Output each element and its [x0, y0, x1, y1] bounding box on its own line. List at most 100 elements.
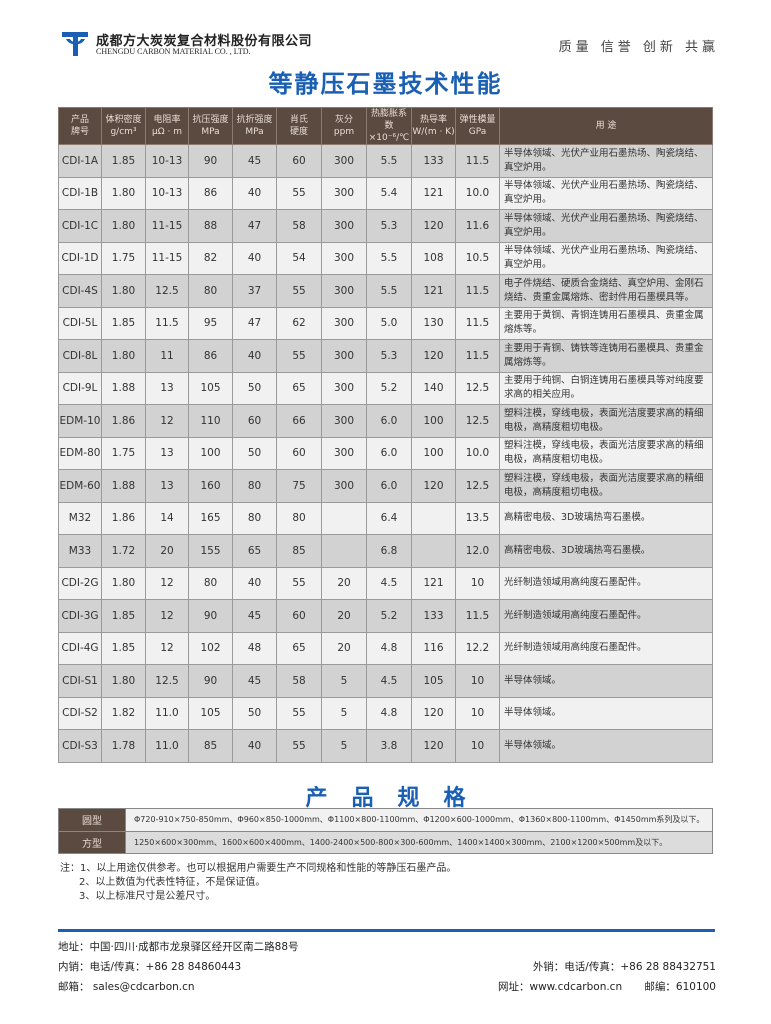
table-row: EDM-10 1.86 12 110 60 66 300 6.0 100 12.5 塑料注模，穿线电…: [58, 404, 713, 438]
value-cell: [321, 534, 367, 568]
spec-value: Φ720-910×750-850mm、Φ960×850-1000mm、Φ1100…: [125, 808, 713, 832]
usage-cell: 光纤制造领域用高纯度石墨配件。: [499, 566, 713, 600]
column-header-line: g/cm³: [110, 127, 137, 137]
column-header-line: 弹性模量: [459, 115, 496, 125]
column-header-line: MPa: [245, 127, 264, 137]
grade-cell: CDI-5L: [58, 306, 102, 340]
value-cell: [411, 501, 456, 535]
value-cell: 110: [188, 404, 233, 438]
column-header: 电阻率 μΩ · m: [145, 107, 189, 145]
value-cell: 12.5: [145, 274, 189, 308]
value-cell: 12.5: [455, 404, 500, 438]
value-cell: 108: [411, 241, 456, 275]
footer-email: 邮箱： sales@cdcarbon.cn: [58, 981, 195, 993]
value-cell: 65: [232, 534, 277, 568]
spec-row: 圆型 Φ720-910×750-850mm、Φ960×850-1000mm、Φ11…: [58, 808, 713, 832]
value-cell: 1.88: [101, 371, 146, 405]
grade-cell: EDM-10: [58, 404, 102, 438]
column-header: 热膨胀系数 ×10⁻⁶/℃: [366, 107, 412, 145]
value-cell: 13: [145, 436, 189, 470]
table-row: CDI-8L 1.80 11 86 40 55 300 5.3 120 11.5 主要用于青铜、铸铁…: [58, 339, 713, 373]
usage-cell: 塑料注模，穿线电极，表面光洁度要求高的精细电极，高精度粗切电极。: [499, 404, 713, 438]
value-cell: 5.5: [366, 241, 412, 275]
value-cell: 133: [411, 599, 456, 633]
value-cell: 12.5: [455, 371, 500, 405]
value-cell: 47: [232, 209, 277, 243]
value-cell: 1.88: [101, 469, 146, 503]
value-cell: 121: [411, 566, 456, 600]
value-cell: 300: [321, 274, 367, 308]
value-cell: 121: [411, 274, 456, 308]
value-cell: 6.4: [366, 501, 412, 535]
value-cell: 1.80: [101, 664, 146, 698]
value-cell: 5.4: [366, 176, 412, 210]
footer-postcode: 邮编：610100: [644, 981, 716, 993]
value-cell: 300: [321, 469, 367, 503]
value-cell: 116: [411, 631, 456, 665]
value-cell: 45: [232, 599, 277, 633]
value-cell: 50: [232, 696, 277, 730]
grade-cell: EDM-80: [58, 436, 102, 470]
value-cell: 11.0: [145, 696, 189, 730]
value-cell: 90: [188, 599, 233, 633]
value-cell: 12: [145, 566, 189, 600]
value-cell: 1.85: [101, 599, 146, 633]
value-cell: 120: [411, 469, 456, 503]
table-row: CDI-2G 1.80 12 80 40 55 20 4.5 121 10 光纤制造领域用高纯度石墨…: [58, 566, 713, 600]
table-row: M33 1.72 20 155 65 85 6.8 12.0 高精密电极、3D玻璃热弯石墨模。: [58, 534, 713, 568]
column-header-line: 抗折强度: [236, 115, 273, 125]
value-cell: 55: [276, 274, 322, 308]
value-cell: 65: [276, 371, 322, 405]
grade-cell: M32: [58, 501, 102, 535]
value-cell: 10.0: [455, 176, 500, 210]
value-cell: 300: [321, 404, 367, 438]
value-cell: 10: [455, 696, 500, 730]
grade-cell: CDI-S1: [58, 664, 102, 698]
note-item: 2、以上数值为代表性特征，不是保证值。: [79, 877, 266, 888]
value-cell: 86: [188, 176, 233, 210]
spec-type: 方型: [58, 830, 126, 854]
value-cell: 90: [188, 664, 233, 698]
value-cell: 60: [276, 144, 322, 178]
table-row: CDI-3G 1.85 12 90 45 60 20 5.2 133 11.5 光纤制造领域用高纯度…: [58, 599, 713, 633]
value-cell: 165: [188, 501, 233, 535]
column-header: 热导率 W/(m · K): [411, 107, 456, 145]
value-cell: 10.5: [455, 241, 500, 275]
value-cell: 1.85: [101, 144, 146, 178]
value-cell: 3.8: [366, 729, 412, 763]
column-header-line: 热导率: [419, 115, 447, 125]
value-cell: 300: [321, 306, 367, 340]
value-cell: 12.5: [145, 664, 189, 698]
value-cell: 1.85: [101, 631, 146, 665]
column-header: 肖氏 硬度: [276, 107, 322, 145]
value-cell: 120: [411, 209, 456, 243]
value-cell: 85: [276, 534, 322, 568]
value-cell: 45: [232, 144, 277, 178]
value-cell: 14: [145, 501, 189, 535]
value-cell: [321, 501, 367, 535]
usage-cell: 半导体领域。: [499, 696, 713, 730]
value-cell: 11-15: [145, 241, 189, 275]
value-cell: 300: [321, 436, 367, 470]
value-cell: 40: [232, 176, 277, 210]
table-row: CDI-5L 1.85 11.5 95 47 62 300 5.0 130 11.5 主要用于黄铜、…: [58, 306, 713, 340]
value-cell: 65: [276, 631, 322, 665]
column-header-line: MPa: [201, 127, 220, 137]
value-cell: 55: [276, 566, 322, 600]
value-cell: 60: [276, 436, 322, 470]
value-cell: 120: [411, 729, 456, 763]
usage-cell: 高精密电极、3D玻璃热弯石墨模。: [499, 501, 713, 535]
value-cell: 1.72: [101, 534, 146, 568]
usage-cell: 高精密电极、3D玻璃热弯石墨模。: [499, 534, 713, 568]
value-cell: 105: [411, 664, 456, 698]
value-cell: 5.2: [366, 599, 412, 633]
value-cell: 40: [232, 241, 277, 275]
value-cell: 10.0: [455, 436, 500, 470]
table-row: CDI-1C 1.80 11-15 88 47 58 300 5.3 120 11.6 半导体领域、…: [58, 209, 713, 243]
value-cell: 6.0: [366, 469, 412, 503]
usage-cell: 半导体领域、光伏产业用石墨热场、陶瓷烧结、真空炉用。: [499, 176, 713, 210]
value-cell: 58: [276, 664, 322, 698]
value-cell: 10-13: [145, 144, 189, 178]
value-cell: 13.5: [455, 501, 500, 535]
column-header-line: ×10⁻⁶/℃: [368, 133, 410, 143]
